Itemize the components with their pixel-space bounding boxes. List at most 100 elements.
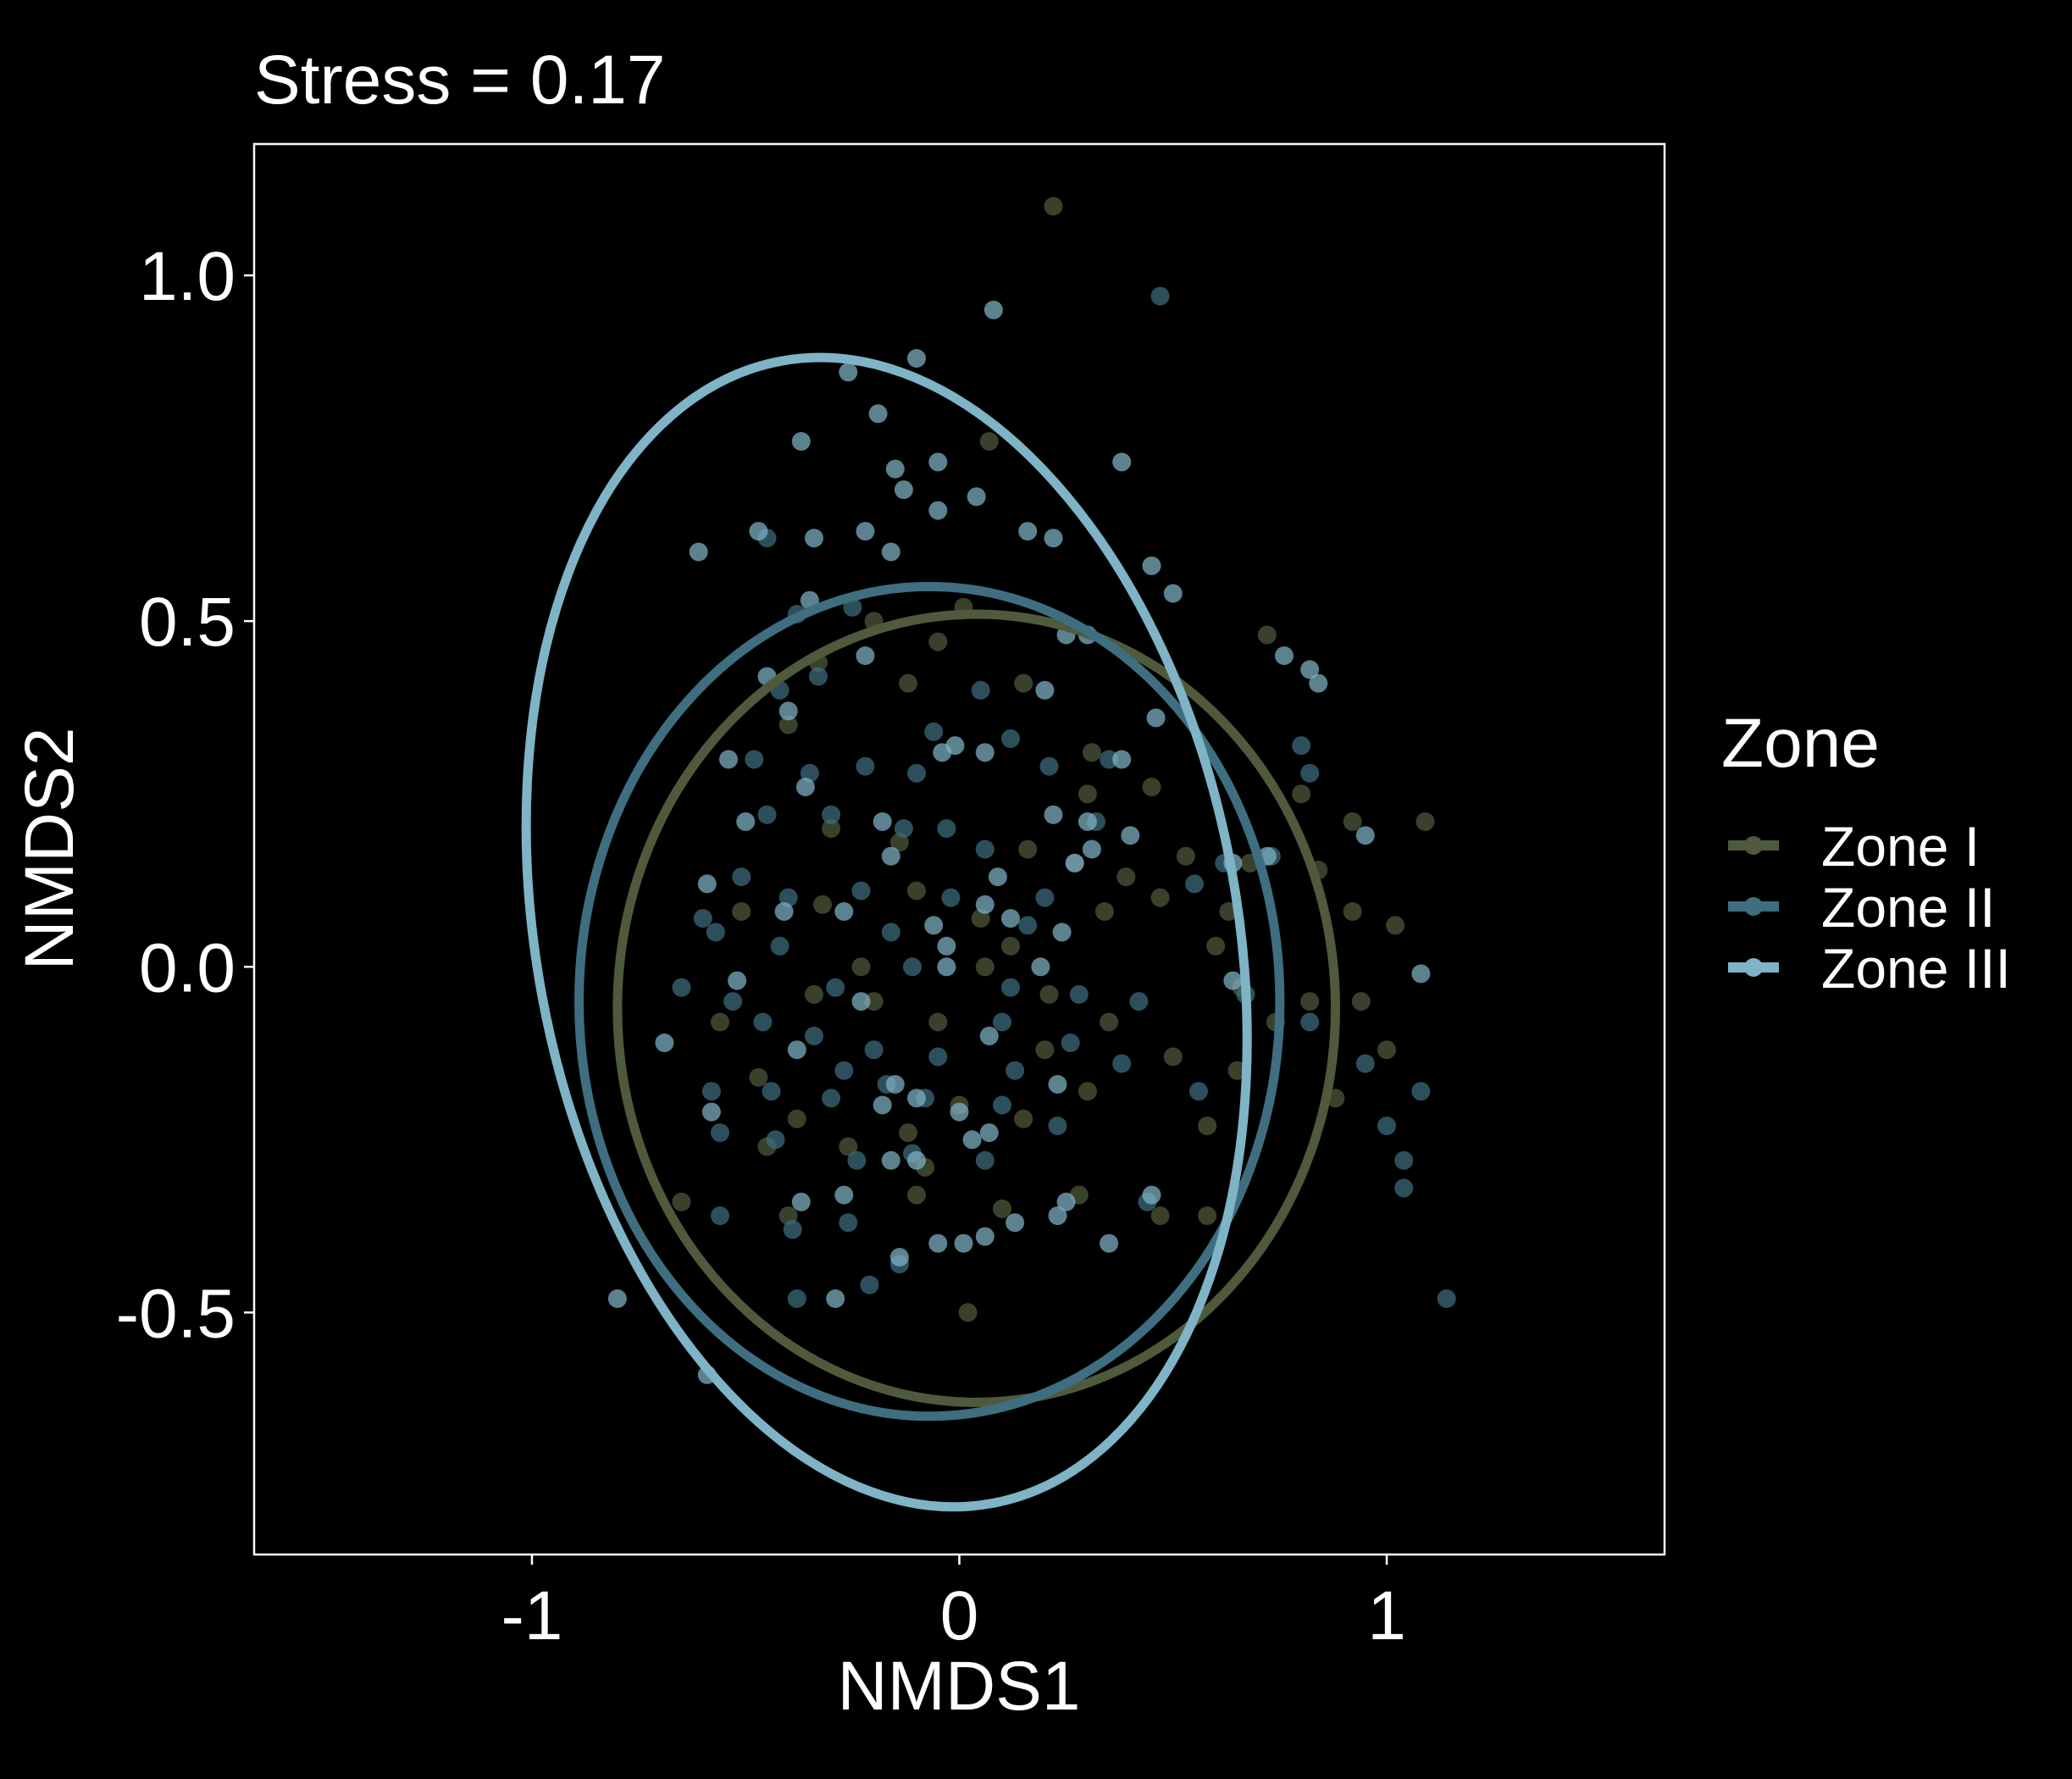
point-zone-i xyxy=(813,895,832,914)
point-zone-iii xyxy=(1142,556,1161,575)
y-tick-label: 1.0 xyxy=(139,238,235,315)
point-zone-iii xyxy=(979,1123,999,1143)
ellipse-zone-iii xyxy=(521,352,1252,1512)
x-tick-label: -1 xyxy=(501,1577,562,1654)
point-zone-i xyxy=(1257,625,1277,645)
point-zone-iii xyxy=(928,501,948,520)
point-zone-i xyxy=(1035,1040,1055,1060)
point-zone-iii xyxy=(1300,660,1320,679)
point-zone-iii xyxy=(826,1289,845,1308)
point-zone-iii xyxy=(701,1102,721,1122)
point-zone-ii xyxy=(860,1275,879,1294)
point-zone-i xyxy=(1150,888,1170,907)
point-zone-iii xyxy=(856,522,875,541)
point-zone-i xyxy=(975,957,994,977)
point-zone-i xyxy=(899,673,917,693)
point-zone-iii xyxy=(736,812,756,831)
point-zone-iii xyxy=(1163,584,1183,603)
point-zone-ii xyxy=(732,867,751,887)
point-zone-iii xyxy=(937,936,956,956)
point-zone-iii xyxy=(1082,840,1101,859)
point-zone-iii xyxy=(928,452,948,472)
point-zone-iii xyxy=(1142,1185,1161,1205)
legend-key-point xyxy=(1744,897,1763,916)
point-zone-i xyxy=(979,432,999,451)
point-zone-ii xyxy=(822,805,841,824)
point-zone-ii xyxy=(762,1082,781,1101)
point-zone-ii xyxy=(1039,756,1059,776)
point-zone-ii xyxy=(745,750,764,769)
point-zone-i xyxy=(787,1109,806,1128)
point-zone-iii xyxy=(839,363,858,382)
x-tick-label: 0 xyxy=(940,1577,979,1654)
point-zone-i xyxy=(805,984,823,1004)
point-zone-i xyxy=(1386,916,1405,935)
point-zone-ii xyxy=(975,840,994,859)
point-zone-i xyxy=(1415,812,1435,831)
y-tick-label: 0.5 xyxy=(139,584,235,661)
point-zone-iii xyxy=(791,1192,811,1211)
point-zone-i xyxy=(1377,1040,1396,1060)
point-zone-i xyxy=(839,1137,858,1156)
point-zone-ii xyxy=(993,1095,1011,1115)
point-zone-ii xyxy=(937,819,956,838)
point-zone-ii xyxy=(1035,888,1055,907)
point-zone-ii xyxy=(1150,286,1170,306)
legend-title: Zone xyxy=(1721,705,1880,782)
point-zone-i xyxy=(1142,778,1161,796)
point-zone-ii xyxy=(928,1047,948,1067)
point-zone-ii xyxy=(1437,1289,1456,1308)
point-zone-iii xyxy=(834,1185,854,1205)
point-zone-i xyxy=(899,1123,917,1143)
point-zone-ii xyxy=(770,936,789,956)
legend-key-point xyxy=(1744,836,1763,855)
point-zone-ii xyxy=(1292,736,1311,756)
point-zone-i xyxy=(958,1303,978,1322)
point-zone-i xyxy=(1176,846,1195,866)
x-tick-label: 1 xyxy=(1367,1577,1406,1654)
points-layer xyxy=(607,197,1456,1384)
point-zone-iii xyxy=(1052,923,1072,942)
plot-area xyxy=(521,197,1456,1512)
point-zone-iii xyxy=(937,957,956,977)
point-zone-iii xyxy=(1309,673,1328,693)
point-zone-iii xyxy=(907,1150,926,1170)
point-zone-iii xyxy=(805,529,823,548)
point-zone-ii xyxy=(1069,984,1089,1004)
point-zone-i xyxy=(778,715,798,734)
point-zone-iii xyxy=(728,971,747,990)
point-zone-iii xyxy=(1006,1213,1025,1233)
legend-item-zone-ii: Zone II xyxy=(1728,876,1995,939)
point-zone-iii xyxy=(975,743,994,762)
point-zone-i xyxy=(907,1185,926,1205)
point-zone-iii xyxy=(1146,708,1166,728)
point-zone-iii xyxy=(868,404,888,424)
point-zone-iii xyxy=(778,701,798,721)
point-zone-i xyxy=(1116,867,1136,887)
point-zone-ii xyxy=(826,978,845,997)
y-tick-label: -0.5 xyxy=(116,1275,235,1352)
point-zone-iii xyxy=(655,1034,674,1052)
point-zone-ii xyxy=(924,722,944,741)
point-zone-iii xyxy=(975,1227,994,1246)
point-zone-iii xyxy=(1031,957,1050,977)
point-zone-ii xyxy=(711,1123,729,1143)
point-zone-iii xyxy=(881,846,900,866)
point-zone-iii xyxy=(1411,964,1431,984)
point-zone-i xyxy=(1078,1082,1097,1101)
point-zone-ii xyxy=(881,923,900,942)
point-zone-iii xyxy=(1065,853,1084,873)
point-zone-i xyxy=(1198,1206,1217,1226)
point-zone-ii xyxy=(907,763,926,783)
ellipses-layer xyxy=(521,352,1340,1512)
point-zone-i xyxy=(732,902,751,921)
point-zone-ii xyxy=(993,1012,1011,1032)
point-zone-ii xyxy=(701,1082,721,1101)
point-zone-ii xyxy=(903,957,922,977)
ellipse-zone-ii xyxy=(573,581,1285,1422)
point-zone-ii xyxy=(1300,1012,1320,1032)
point-zone-iii xyxy=(881,542,900,562)
point-zone-ii xyxy=(1112,1054,1132,1073)
